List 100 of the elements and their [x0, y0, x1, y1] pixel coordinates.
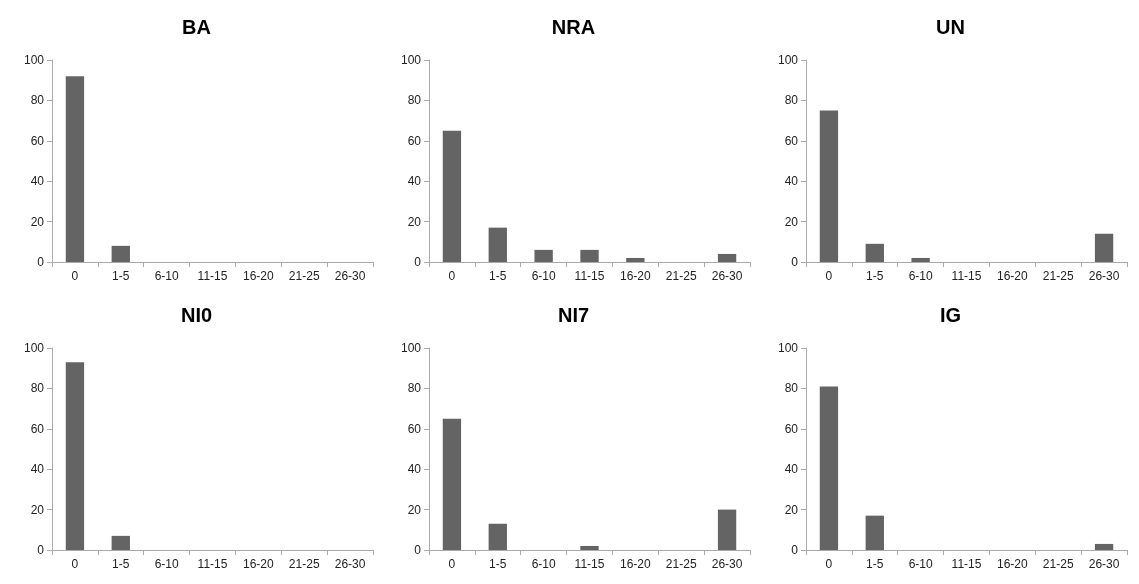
- x-tick-label: 1-5: [112, 557, 130, 571]
- x-tick-label: 16-20: [997, 557, 1029, 571]
- bar: [865, 243, 884, 262]
- x-tick-label: 0: [448, 269, 456, 283]
- y-tick-label: 60: [407, 133, 422, 148]
- x-tick-label: 21-25: [288, 557, 320, 571]
- bar: [819, 110, 839, 262]
- y-tick-label: 80: [784, 93, 799, 108]
- x-tick-label: 11-15: [951, 557, 982, 571]
- x-tick-label: 6-10: [531, 269, 556, 283]
- y-tick-label: 40: [30, 462, 45, 477]
- x-tick-label: 16-20: [620, 557, 652, 571]
- y-tick-label: 40: [784, 462, 799, 477]
- y-tick-label: 20: [407, 502, 422, 517]
- bar: [911, 257, 930, 262]
- bar: [488, 227, 507, 262]
- y-tick-label: 60: [784, 133, 799, 148]
- x-tick-label: 11-15: [574, 557, 605, 571]
- y-tick-label: 40: [30, 174, 45, 189]
- y-tick-label: 100: [23, 53, 45, 67]
- chart-title: NI7: [557, 304, 590, 326]
- chart-title: NI0: [180, 304, 213, 326]
- x-tick-label: 11-15: [197, 269, 228, 283]
- y-tick-label: 100: [777, 53, 799, 67]
- chart-title: IG: [939, 304, 962, 326]
- x-tick-label: 1-5: [866, 269, 884, 283]
- y-tick-label: 80: [784, 381, 799, 396]
- x-tick-label: 11-15: [197, 557, 228, 571]
- y-tick-label: 20: [30, 214, 45, 229]
- bar: [626, 257, 645, 262]
- bar: [488, 523, 507, 550]
- x-tick-label: 21-25: [665, 269, 697, 283]
- x-tick-label: 1-5: [489, 269, 507, 283]
- x-tick-label: 26-30: [334, 269, 366, 283]
- y-tick-label: 40: [407, 174, 422, 189]
- x-tick-label: 6-10: [154, 269, 179, 283]
- x-tick-label: 26-30: [1088, 557, 1120, 571]
- x-tick-label: 1-5: [112, 269, 130, 283]
- x-tick-label: 21-25: [665, 557, 697, 571]
- y-tick-label: 0: [37, 255, 45, 269]
- x-tick-label: 16-20: [620, 269, 652, 283]
- x-tick-label: 26-30: [711, 557, 743, 571]
- y-tick-label: 60: [30, 421, 45, 436]
- x-tick-label: 6-10: [531, 557, 556, 571]
- bar: [865, 515, 884, 550]
- x-tick-label: 26-30: [1088, 269, 1120, 283]
- x-tick-label: 6-10: [908, 269, 933, 283]
- x-tick-label: 1-5: [489, 557, 507, 571]
- x-tick-label: 0: [71, 269, 79, 283]
- x-tick-label: 0: [71, 557, 79, 571]
- x-tick-label: 16-20: [997, 269, 1029, 283]
- x-tick-label: 0: [448, 557, 456, 571]
- y-tick-label: 60: [30, 133, 45, 148]
- x-tick-label: 0: [825, 557, 833, 571]
- bar: [442, 418, 462, 550]
- bar: [717, 253, 737, 262]
- y-tick-label: 20: [407, 214, 422, 229]
- bar: [717, 509, 737, 550]
- y-tick-label: 80: [30, 381, 45, 396]
- x-tick-label: 0: [825, 269, 833, 283]
- x-tick-label: 6-10: [154, 557, 179, 571]
- x-tick-label: 16-20: [243, 269, 275, 283]
- bar: [580, 249, 599, 262]
- x-tick-label: 1-5: [866, 557, 884, 571]
- x-tick-label: 21-25: [1042, 557, 1074, 571]
- y-tick-label: 0: [414, 255, 422, 269]
- y-tick-label: 100: [400, 53, 422, 67]
- chart-title: NRA: [551, 16, 596, 38]
- y-tick-label: 100: [400, 341, 422, 355]
- x-tick-label: 11-15: [951, 269, 982, 283]
- chart-title: BA: [182, 16, 211, 38]
- y-tick-label: 0: [791, 255, 799, 269]
- bar: [1094, 233, 1114, 262]
- y-tick-label: 20: [784, 214, 799, 229]
- y-tick-label: 60: [784, 421, 799, 436]
- bar: [534, 249, 553, 262]
- y-tick-label: 80: [30, 93, 45, 108]
- y-tick-label: 80: [407, 381, 422, 396]
- x-tick-label: 26-30: [334, 557, 366, 571]
- y-tick-label: 40: [784, 174, 799, 189]
- x-tick-label: 21-25: [1042, 269, 1074, 283]
- y-tick-label: 20: [784, 502, 799, 517]
- bar: [819, 386, 839, 550]
- x-tick-label: 6-10: [908, 557, 933, 571]
- x-tick-label: 21-25: [288, 269, 320, 283]
- x-tick-label: 16-20: [243, 557, 275, 571]
- chart-title: UN: [936, 16, 965, 38]
- bar: [442, 130, 462, 262]
- x-tick-label: 11-15: [574, 269, 605, 283]
- bar: [1094, 543, 1114, 550]
- x-tick-label: 26-30: [711, 269, 743, 283]
- y-tick-label: 100: [777, 341, 799, 355]
- y-tick-label: 0: [414, 543, 422, 557]
- y-tick-label: 100: [23, 341, 45, 355]
- y-tick-label: 0: [791, 543, 799, 557]
- y-tick-label: 20: [30, 502, 45, 517]
- bar: [580, 545, 599, 550]
- y-tick-label: 40: [407, 462, 422, 477]
- y-tick-label: 80: [407, 93, 422, 108]
- y-tick-label: 0: [37, 543, 45, 557]
